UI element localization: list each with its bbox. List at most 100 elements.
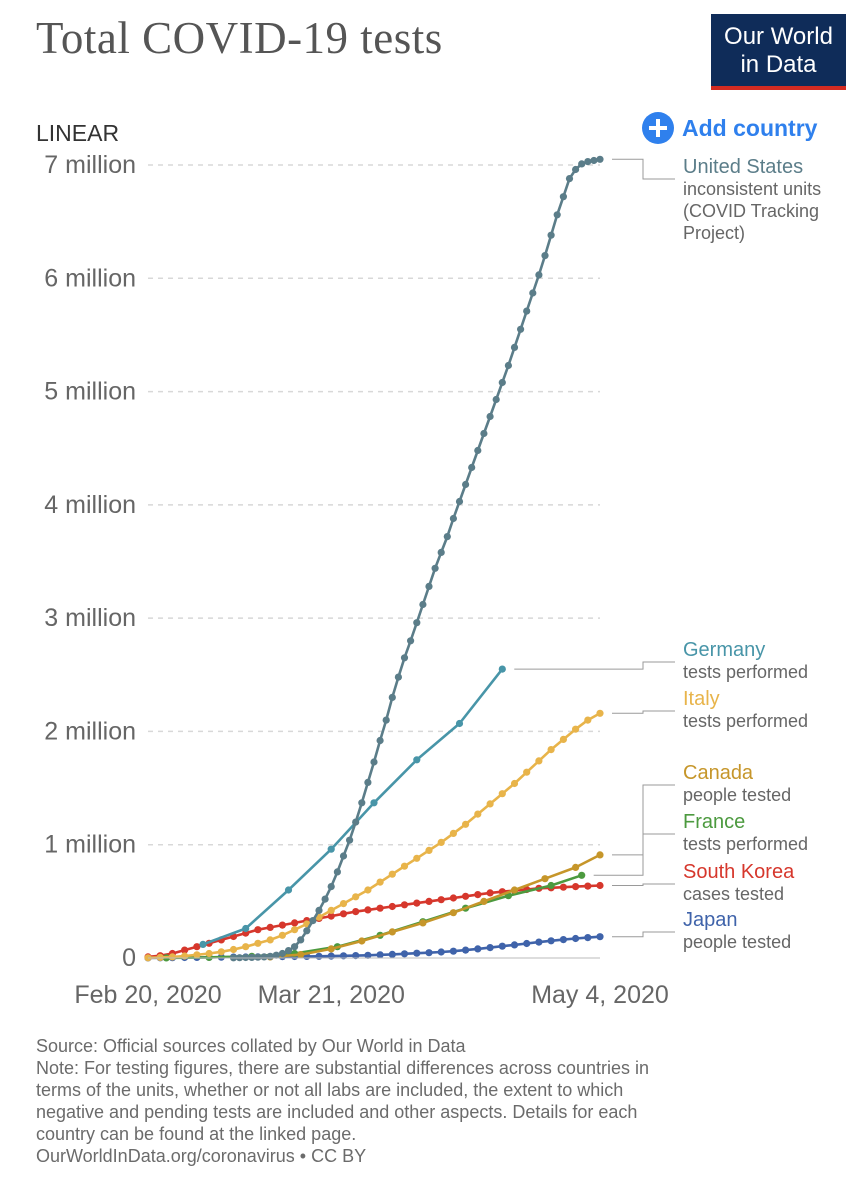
- legend-connector-south-korea: [612, 883, 675, 886]
- data-point-united-states: [352, 818, 360, 826]
- data-point-south-korea: [352, 908, 360, 916]
- data-point-united-states: [339, 852, 348, 860]
- data-point-south-korea: [449, 894, 457, 902]
- data-point-united-states: [272, 951, 280, 959]
- data-point-japan: [376, 951, 384, 959]
- data-point-japan: [449, 947, 457, 955]
- data-point-canada: [541, 875, 549, 883]
- data-point-united-states: [492, 395, 500, 404]
- data-point-united-states: [541, 252, 549, 260]
- data-point-south-korea: [584, 882, 592, 890]
- data-point-south-korea: [462, 892, 470, 900]
- data-point-south-korea: [486, 889, 494, 897]
- data-point-united-states: [590, 156, 598, 165]
- data-point-canada: [572, 863, 580, 872]
- data-point-united-states: [260, 953, 268, 961]
- data-point-japan: [547, 937, 555, 945]
- data-point-japan: [474, 945, 482, 953]
- y-tick-label: 0: [122, 944, 136, 972]
- series-line-south-korea: [147, 884, 601, 959]
- data-point-united-states: [449, 514, 457, 523]
- data-point-united-states: [510, 343, 519, 351]
- add-country-button[interactable]: Add country: [642, 112, 817, 144]
- chart-svg: 0 1 million 2 million 3 million 4 million 5 m…: [44, 151, 821, 1009]
- data-point-japan: [596, 933, 604, 941]
- x-tick-label: Mar 21, 2020: [258, 981, 405, 1009]
- data-point-united-states: [376, 736, 384, 745]
- data-point-japan: [413, 949, 421, 957]
- data-point-italy: [547, 746, 555, 754]
- data-point-italy: [425, 846, 433, 855]
- data-point-south-korea: [339, 910, 348, 918]
- data-point-united-states: [529, 289, 537, 297]
- data-point-united-states: [504, 361, 512, 370]
- data-point-japan: [327, 952, 335, 960]
- legend-name-france: France: [683, 811, 745, 833]
- note-line-4: country can be found at the linked page.: [36, 1124, 357, 1144]
- legend-sublabel-italy: tests performed: [683, 711, 808, 731]
- note-line-3: negative and pending tests are included …: [36, 1102, 638, 1122]
- legend-sublabel-south-korea: cases tested: [683, 884, 784, 904]
- series-line-united-states: [233, 158, 601, 960]
- data-point-south-korea: [572, 883, 580, 891]
- data-point-united-states: [474, 446, 482, 455]
- data-point-italy: [327, 906, 335, 915]
- y-tick-label: 7 million: [44, 151, 136, 179]
- data-point-japan: [498, 942, 506, 950]
- data-point-italy: [462, 820, 470, 828]
- data-point-germany: [413, 756, 421, 764]
- data-point-united-states: [278, 949, 286, 958]
- scale-toggle[interactable]: LINEAR: [36, 120, 120, 146]
- data-point-italy: [205, 949, 213, 958]
- data-point-south-korea: [193, 943, 201, 951]
- legend-connector-italy: [612, 710, 675, 714]
- data-point-united-states: [572, 165, 580, 174]
- data-point-japan: [486, 944, 494, 952]
- legend-connector-japan: [612, 931, 675, 938]
- data-point-united-states: [437, 548, 445, 556]
- data-point-italy: [572, 725, 580, 733]
- y-tick-label: 1 million: [44, 831, 136, 859]
- data-point-canada: [449, 909, 457, 917]
- data-point-germany: [498, 665, 506, 673]
- legend-connector-germany: [514, 661, 675, 670]
- data-point-canada: [596, 851, 604, 859]
- data-point-italy: [156, 953, 164, 962]
- data-point-italy: [181, 952, 189, 960]
- data-point-japan: [388, 950, 396, 959]
- data-point-canada: [510, 886, 519, 894]
- data-point-italy: [339, 900, 348, 908]
- data-point-italy: [168, 953, 176, 961]
- legend-connector-canada: [612, 784, 675, 856]
- data-point-italy: [596, 709, 604, 717]
- data-point-united-states: [480, 429, 488, 438]
- data-point-italy: [278, 931, 286, 939]
- data-point-canada: [388, 928, 396, 936]
- data-point-canada: [480, 897, 488, 906]
- data-point-united-states: [284, 947, 293, 955]
- data-point-united-states: [254, 953, 262, 961]
- data-point-germany: [284, 886, 293, 894]
- data-point-canada: [327, 945, 335, 953]
- data-point-united-states: [303, 927, 311, 935]
- data-point-united-states: [400, 654, 409, 662]
- data-point-united-states: [547, 231, 555, 239]
- data-point-canada: [297, 951, 305, 959]
- plus-circle-icon: [642, 112, 674, 144]
- owid-logo[interactable]: Our World in Data: [711, 14, 846, 90]
- data-point-united-states: [419, 600, 427, 609]
- data-point-italy: [510, 779, 519, 788]
- add-country-label: Add country: [682, 114, 818, 141]
- data-point-south-korea: [388, 902, 396, 911]
- x-tick-label: Feb 20, 2020: [74, 981, 221, 1009]
- data-point-italy: [352, 893, 360, 901]
- data-point-united-states: [248, 953, 256, 962]
- data-point-france: [578, 871, 586, 879]
- data-point-italy: [449, 829, 457, 838]
- data-point-united-states: [596, 155, 604, 163]
- data-point-united-states: [468, 463, 476, 472]
- data-point-south-korea: [278, 921, 286, 929]
- legend-sublabel-united-states: Project): [683, 223, 745, 243]
- legend-sublabel-united-states: inconsistent units: [683, 179, 821, 199]
- legend-name-united-states: United States: [683, 156, 803, 178]
